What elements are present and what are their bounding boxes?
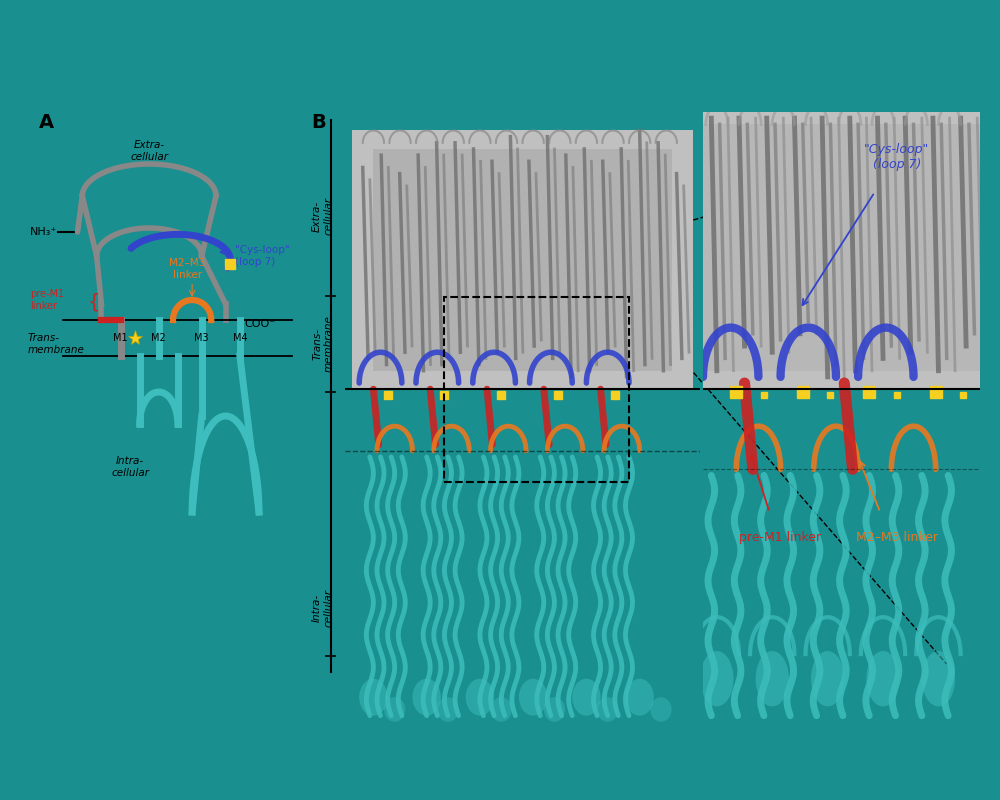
Text: Extra-
cellular: Extra- cellular bbox=[130, 140, 168, 162]
Text: M4: M4 bbox=[233, 334, 247, 343]
Ellipse shape bbox=[572, 678, 601, 716]
Text: Intra-
cellular: Intra- cellular bbox=[312, 589, 334, 627]
Text: pre-M1 linker: pre-M1 linker bbox=[739, 531, 822, 544]
Bar bbox=[444, 297, 629, 482]
Text: M3: M3 bbox=[194, 334, 209, 343]
Ellipse shape bbox=[359, 678, 388, 716]
Text: "Cys-loop"
(loop 7): "Cys-loop" (loop 7) bbox=[235, 245, 290, 266]
Text: M1: M1 bbox=[113, 334, 128, 343]
Text: B: B bbox=[312, 113, 326, 132]
Ellipse shape bbox=[466, 678, 494, 716]
Ellipse shape bbox=[625, 678, 654, 716]
Text: Trans-
membrane: Trans- membrane bbox=[28, 333, 85, 355]
Text: Trans-
membrane: Trans- membrane bbox=[312, 315, 334, 373]
Text: Extra-
cellular: Extra- cellular bbox=[312, 197, 334, 235]
Text: COO⁻: COO⁻ bbox=[245, 319, 276, 329]
Text: NH₃⁺: NH₃⁺ bbox=[30, 227, 57, 237]
Ellipse shape bbox=[544, 697, 565, 722]
Ellipse shape bbox=[491, 697, 512, 722]
Ellipse shape bbox=[519, 678, 547, 716]
Bar bbox=[703, 124, 980, 370]
Text: Intra-
cellular: Intra- cellular bbox=[111, 456, 149, 478]
Ellipse shape bbox=[650, 697, 672, 722]
Ellipse shape bbox=[437, 697, 459, 722]
Ellipse shape bbox=[922, 651, 955, 706]
Bar bbox=[703, 112, 980, 389]
Ellipse shape bbox=[811, 651, 844, 706]
Ellipse shape bbox=[700, 651, 733, 706]
Text: {: { bbox=[88, 293, 100, 312]
Text: M2–M3 linker: M2–M3 linker bbox=[856, 531, 938, 544]
Text: "Cys-loop"
(loop 7): "Cys-loop" (loop 7) bbox=[864, 142, 930, 170]
Bar bbox=[352, 130, 693, 389]
Bar bbox=[373, 149, 672, 370]
Text: M2: M2 bbox=[151, 334, 166, 343]
Ellipse shape bbox=[597, 697, 618, 722]
Ellipse shape bbox=[384, 697, 405, 722]
Text: pre-M1
linker: pre-M1 linker bbox=[30, 289, 64, 310]
Text: M2–M3
linker: M2–M3 linker bbox=[169, 258, 205, 280]
Ellipse shape bbox=[866, 651, 900, 706]
Text: A: A bbox=[39, 113, 54, 132]
Ellipse shape bbox=[412, 678, 441, 716]
Ellipse shape bbox=[756, 651, 789, 706]
